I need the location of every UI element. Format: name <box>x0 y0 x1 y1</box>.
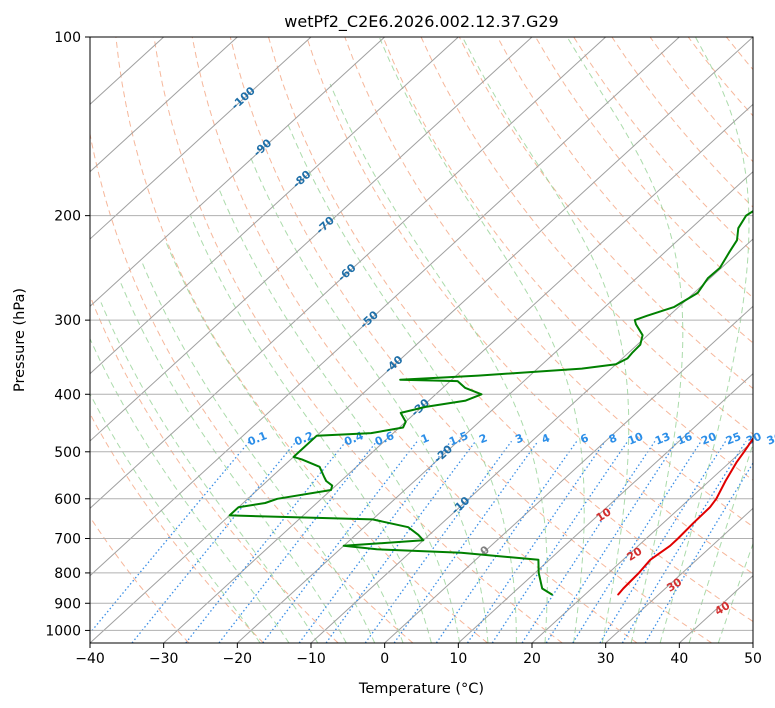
x-tick-label: −20 <box>223 651 253 667</box>
dry-adiabat-line <box>90 131 414 643</box>
isotherm-line <box>605 507 753 643</box>
isotherm-line <box>236 170 753 643</box>
mixing-ratio-label: 20 <box>699 430 718 448</box>
moist-adiabat-line <box>100 302 319 643</box>
chart-title: wetPf2_C2E6.2026.002.12.37.G29 <box>284 12 558 32</box>
isotherm-line <box>457 372 753 643</box>
moist-adiabat-line <box>120 283 347 643</box>
dry-adiabat-line <box>191 37 638 643</box>
mixing-ratio-line <box>644 461 753 643</box>
y-tick-label: 500 <box>54 445 81 461</box>
moist-adiabat-line <box>90 337 290 643</box>
y-tick-label: 300 <box>54 313 81 329</box>
y-tick-label: 200 <box>54 209 81 225</box>
isotherm-line <box>90 37 238 173</box>
x-tick-label: −10 <box>296 651 326 667</box>
y-axis-ticks: 100 200 300 400 500 600 700 800 900 1000 <box>45 30 90 639</box>
x-tick-label: −40 <box>75 651 105 667</box>
temperature-profile-line <box>617 436 753 596</box>
moist-adiabat-line <box>659 37 750 643</box>
isotherm-line <box>90 37 680 577</box>
dry-adiabat-line <box>153 37 563 643</box>
x-tick-label: 50 <box>744 651 762 667</box>
mixing-ratio-line <box>364 440 513 643</box>
x-axis-ticks: −40 −30 −20 −10 0 10 20 30 40 50 <box>75 643 762 667</box>
x-tick-label: 0 <box>380 651 389 667</box>
y-tick-label: 800 <box>54 566 81 582</box>
mixing-ratio-line <box>435 440 578 643</box>
mixing-ratio-label: 2 <box>477 431 489 446</box>
mixing-ratio-label: 3 <box>513 431 525 446</box>
isotherm-line <box>90 37 533 442</box>
mixing-ratio-line <box>621 440 747 643</box>
dry-adiabat-line <box>382 37 753 481</box>
mixing-ratio-line <box>466 440 606 643</box>
plot-frame <box>89 36 754 644</box>
moist-adiabat-line <box>90 392 261 643</box>
dewpoint-profile-line <box>228 209 753 596</box>
mixing-ratio-line <box>491 440 629 643</box>
y-tick-label: 100 <box>54 30 81 46</box>
dry-adiabat-line <box>458 37 753 390</box>
isotherm-line <box>90 37 312 240</box>
moist-adiabat-line <box>141 262 376 643</box>
y-tick-label: 600 <box>54 492 81 508</box>
dry-adiabat-line <box>268 37 753 623</box>
mixing-ratio-label: 13 <box>653 430 672 448</box>
x-tick-label: 20 <box>523 651 541 667</box>
mixing-ratio-line <box>521 440 656 643</box>
mixing-ratio-label: 36 <box>765 430 775 448</box>
y-tick-label: 400 <box>54 387 81 403</box>
mixing-ratio-label: 1 <box>419 431 431 446</box>
mixing-ratio-line <box>131 440 297 643</box>
x-tick-label: 30 <box>597 651 615 667</box>
y-axis-title: Pressure (hPa) <box>12 288 28 392</box>
mixing-ratio-line <box>325 440 477 643</box>
moist-adiabat-line <box>566 37 684 643</box>
background-lines <box>90 37 753 643</box>
moist-adiabat-line <box>287 123 517 643</box>
isotherm-line <box>384 305 753 643</box>
x-tick-label: 10 <box>449 651 467 667</box>
isotherm-line <box>90 37 607 510</box>
profile-series <box>228 209 753 596</box>
moist-adiabat-line <box>461 37 630 643</box>
y-tick-label: 1000 <box>45 623 81 639</box>
isotherm-line <box>90 37 386 308</box>
mixing-ratio-line <box>545 440 678 643</box>
x-axis-title: Temperature (°C) <box>358 681 484 697</box>
x-tick-label: −30 <box>149 651 179 667</box>
mixing-ratio-label: 25 <box>724 430 743 448</box>
moist-adiabat-line <box>218 188 461 643</box>
moist-adiabat-line <box>190 215 432 643</box>
isotherm-line <box>90 37 459 375</box>
mixing-ratio-label: 16 <box>675 430 694 448</box>
dry-adiabat-line <box>306 37 753 575</box>
moist-adiabat-line <box>164 240 404 643</box>
isotherm-line <box>163 103 753 643</box>
mixing-ratio-label: 8 <box>607 431 619 446</box>
isotherm-line <box>90 37 753 643</box>
moist-adiabat-line <box>378 37 585 643</box>
mixing-ratio-label: 10 <box>626 430 645 448</box>
dry-adiabat-line <box>535 37 753 299</box>
dry-adiabat-line <box>90 412 264 643</box>
isotherm-line <box>531 440 753 643</box>
isotherm-line <box>310 238 753 643</box>
dry-adiabat-line <box>420 37 753 435</box>
dry-adiabat-line <box>90 516 190 643</box>
mixing-ratio-line <box>218 440 378 643</box>
dry-adiabat-line <box>496 37 753 344</box>
x-tick-label: 40 <box>670 651 688 667</box>
dry-adiabat-line <box>115 37 488 643</box>
y-tick-label: 900 <box>54 596 81 612</box>
y-tick-label: 700 <box>54 532 81 548</box>
moist-adiabat-line <box>688 442 753 643</box>
mixing-ratio-line <box>572 440 702 643</box>
mixing-ratio-line <box>599 440 727 643</box>
